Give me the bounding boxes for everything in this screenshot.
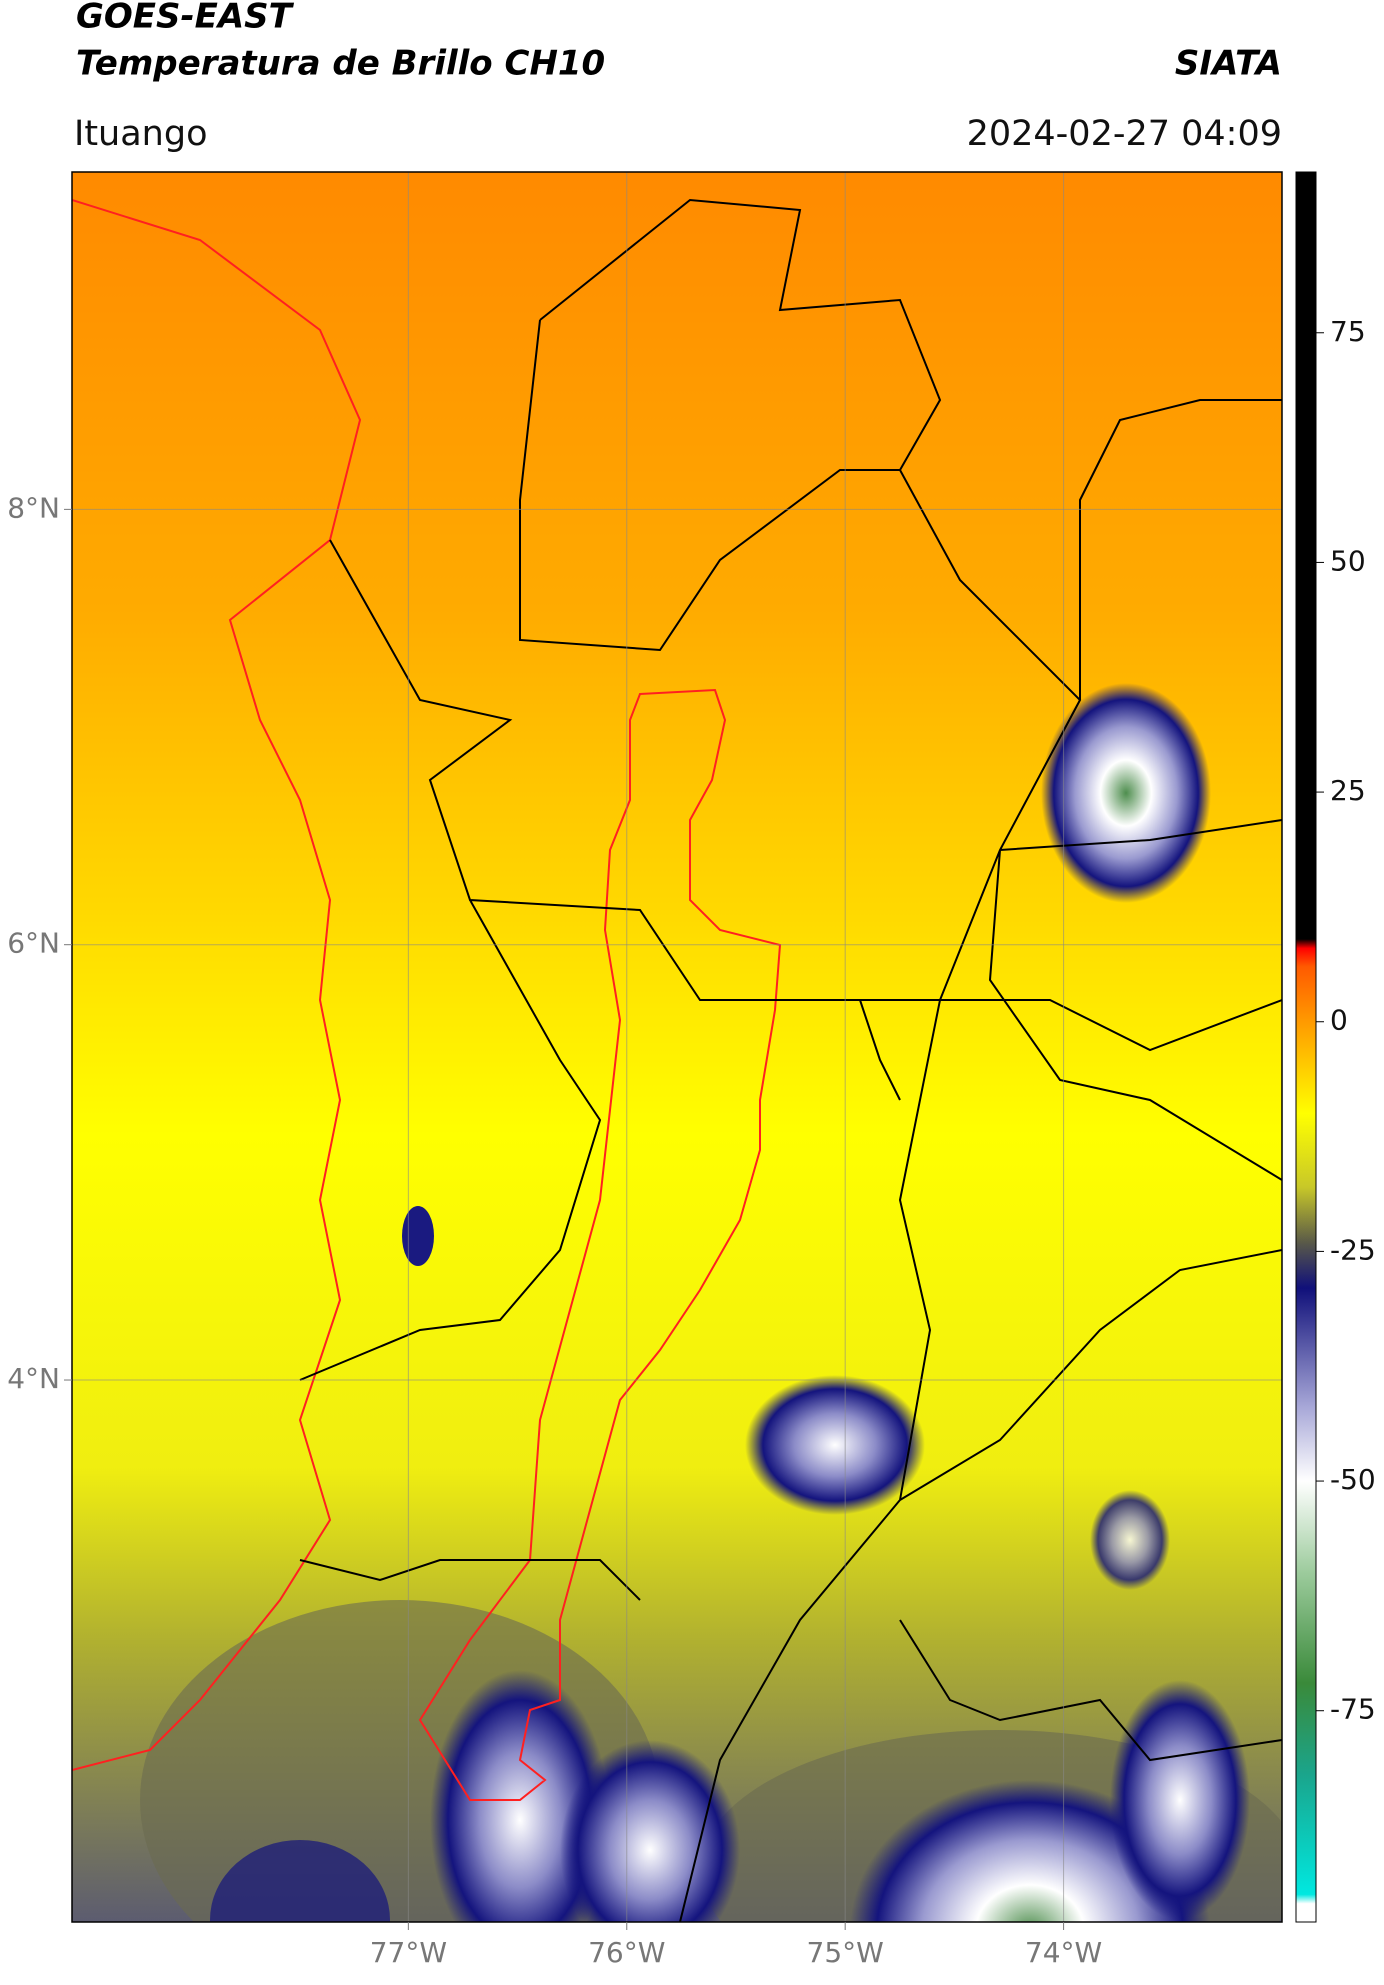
- subtitle: Temperatura de Brillo CH10: [76, 44, 605, 84]
- cloud: [1090, 1490, 1170, 1590]
- cloud: [560, 1740, 740, 1922]
- colorbar-tick-label: -50: [1330, 1463, 1376, 1496]
- title: GOES-EAST: [76, 0, 295, 37]
- x-tick-label: 77°W: [370, 1936, 447, 1969]
- y-tick-label: 4°N: [7, 1362, 60, 1395]
- colorbar-tick-label: -75: [1330, 1693, 1376, 1726]
- x-tick-label: 76°W: [588, 1936, 665, 1969]
- basin-outline: [418, 688, 782, 1801]
- cloud: [1041, 683, 1211, 903]
- cloud: [745, 1375, 925, 1515]
- colorbar-tick-label: 75: [1330, 315, 1366, 348]
- x-tick-label: 75°W: [807, 1936, 884, 1969]
- location: Ituango: [74, 114, 208, 154]
- cloud: [402, 1206, 434, 1266]
- y-tick-label: 8°N: [7, 491, 60, 524]
- map-frame: [71, 171, 1283, 1923]
- datetime: 2024-02-27 04:09: [967, 114, 1282, 154]
- x-tick-label: 74°W: [1025, 1936, 1102, 1969]
- colorbar-tick-label: -25: [1330, 1233, 1376, 1266]
- coastline: [72, 199, 362, 1771]
- colorbar-tick-label: 50: [1330, 544, 1366, 577]
- imagery: [72, 172, 1282, 1922]
- y-tick-label: 6°N: [7, 927, 60, 960]
- grid: [72, 172, 1282, 1922]
- boundaries: [299, 198, 1282, 1922]
- cloud: [1110, 1680, 1250, 1920]
- colorbar-tick-label: 25: [1330, 774, 1366, 807]
- cloud: [210, 1840, 390, 1922]
- source: SIATA: [1175, 44, 1282, 84]
- colorbar-tick-label: 0: [1330, 1004, 1348, 1037]
- colorbar: [1295, 171, 1317, 1923]
